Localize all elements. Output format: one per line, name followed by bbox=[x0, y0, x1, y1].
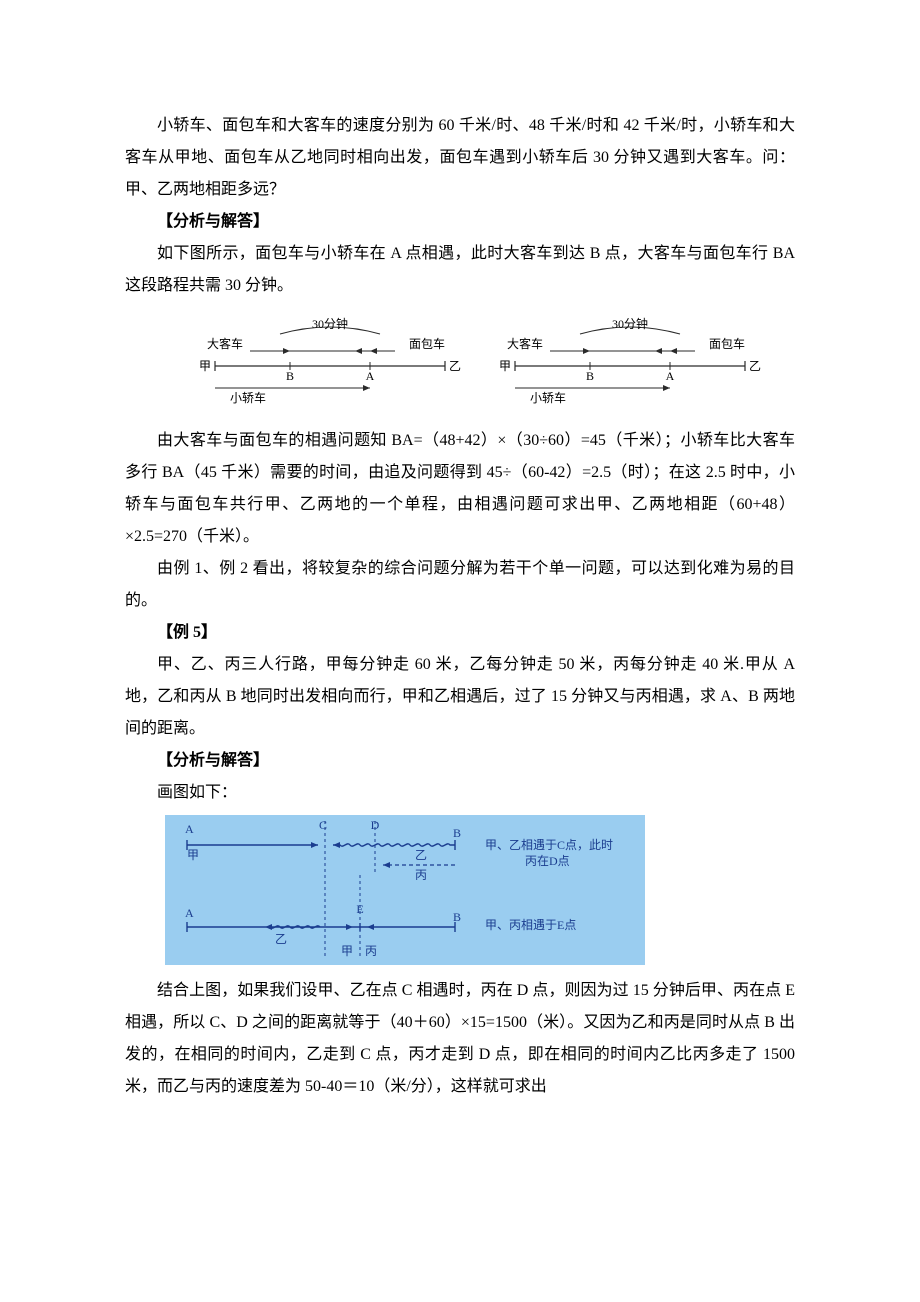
label-bus: 大客车 bbox=[207, 336, 243, 351]
label-sedan: 小轿车 bbox=[230, 390, 266, 405]
label-A2: A bbox=[185, 906, 194, 920]
paragraph: 小轿车、面包车和大客车的速度分别为 60 千米/时、48 千米/时和 42 千米… bbox=[125, 110, 795, 206]
label-yi: 乙 bbox=[449, 359, 461, 373]
label-bing2: 丙 bbox=[365, 944, 377, 958]
label-E: E bbox=[356, 902, 363, 916]
label-A: A bbox=[666, 369, 675, 383]
note-top-2: 丙在D点 bbox=[525, 854, 570, 868]
note-top-1: 甲、乙相遇于C点，此时 bbox=[485, 838, 613, 852]
note-bottom: 甲、丙相遇于E点 bbox=[485, 918, 576, 932]
label-30min: 30分钟 bbox=[312, 316, 348, 331]
label-van: 面包车 bbox=[409, 336, 445, 351]
diagram-vehicles-right: 30分钟 大客车 面包车 甲 乙 B A 小轿车 bbox=[495, 316, 765, 411]
label-bing: 丙 bbox=[415, 868, 427, 882]
label-C: C bbox=[319, 818, 327, 832]
label-jia2: 甲 bbox=[341, 944, 353, 958]
label-A: A bbox=[366, 369, 375, 383]
section-heading: 【分析与解答】 bbox=[125, 206, 795, 238]
label-B: B bbox=[286, 369, 294, 383]
label-A: A bbox=[185, 822, 194, 836]
label-sedan: 小轿车 bbox=[530, 390, 566, 405]
label-jia: 甲 bbox=[187, 848, 199, 862]
label-bus: 大客车 bbox=[507, 336, 543, 351]
diagram-vehicles-row: 30分钟 大客车 面包车 甲 乙 B A bbox=[165, 316, 795, 411]
diagram-vehicles-left: 30分钟 大客车 面包车 甲 乙 B A bbox=[195, 316, 465, 411]
label-B2: B bbox=[453, 910, 461, 924]
label-yi: 乙 bbox=[415, 848, 427, 862]
paragraph: 画图如下： bbox=[125, 777, 795, 809]
label-jia: 甲 bbox=[199, 359, 211, 373]
section-heading: 【分析与解答】 bbox=[125, 745, 795, 777]
label-van: 面包车 bbox=[709, 336, 745, 351]
paragraph: 由例 1、例 2 看出，将较复杂的综合问题分解为若干个单一问题，可以达到化难为易… bbox=[125, 553, 795, 617]
label-30min: 30分钟 bbox=[612, 316, 648, 331]
paragraph: 甲、乙、丙三人行路，甲每分钟走 60 米，乙每分钟走 50 米，丙每分钟走 40… bbox=[125, 649, 795, 745]
document-page: 小轿车、面包车和大客车的速度分别为 60 千米/时、48 千米/时和 42 千米… bbox=[0, 0, 920, 1302]
diagram-walkers: A C D B 甲 乙 丙 甲、乙相遇于C点，此时 丙在D点 A E B bbox=[165, 815, 795, 965]
label-B: B bbox=[586, 369, 594, 383]
example-heading: 【例 5】 bbox=[125, 617, 795, 649]
label-D: D bbox=[371, 818, 380, 832]
label-yi: 乙 bbox=[749, 359, 761, 373]
paragraph: 结合上图，如果我们设甲、乙在点 C 相遇时，丙在 D 点，则因为过 15 分钟后… bbox=[125, 975, 795, 1103]
paragraph: 由大客车与面包车的相遇问题知 BA=（48+42）×（30÷60）=45（千米）… bbox=[125, 425, 795, 553]
label-jia: 甲 bbox=[499, 359, 511, 373]
paragraph: 如下图所示，面包车与小轿车在 A 点相遇，此时大客车到达 B 点，大客车与面包车… bbox=[125, 238, 795, 302]
label-yi2: 乙 bbox=[275, 932, 287, 946]
label-B: B bbox=[453, 826, 461, 840]
